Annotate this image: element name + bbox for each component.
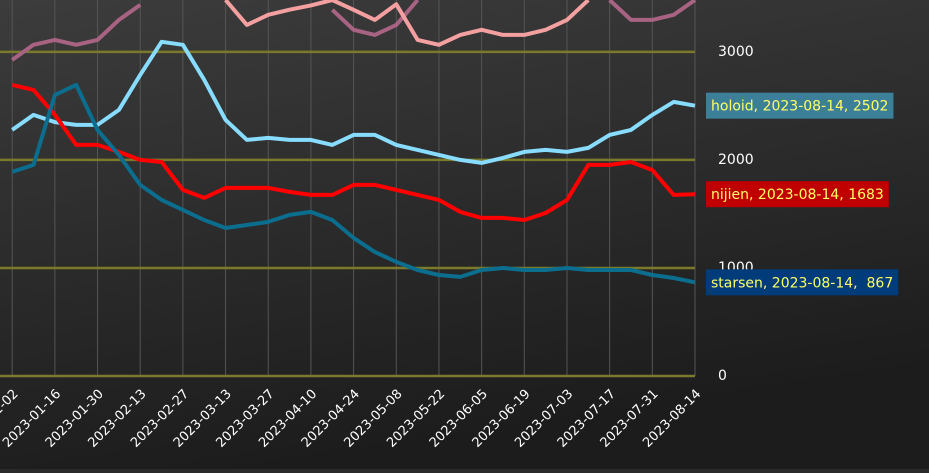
end-label-box (706, 181, 889, 208)
y-tick-label: 0 (718, 368, 727, 384)
series-line (11, 82, 696, 222)
end-label-text: starsen, 2023-08-14, 867 (711, 275, 893, 291)
y-tick-label: 3000 (718, 44, 754, 60)
lines (11, 0, 697, 285)
end-label-box (706, 92, 894, 119)
end-label-text: holoid, 2023-08-14, 2502 (711, 99, 888, 115)
end-label: starsen, 2023-08-14, 867 (706, 269, 899, 296)
series-line (224, 0, 590, 47)
end-label-box (706, 269, 899, 296)
end-label: holoid, 2023-08-14, 2502 (706, 92, 894, 119)
series-line (11, 39, 696, 165)
y-tick-label: 2000 (718, 152, 754, 168)
end-label-text: nijien, 2023-08-14, 1683 (711, 187, 884, 203)
series-line (11, 3, 142, 62)
series-line (11, 82, 696, 285)
series-line (608, 0, 697, 22)
end-label: nijien, 2023-08-14, 1683 (706, 181, 889, 208)
